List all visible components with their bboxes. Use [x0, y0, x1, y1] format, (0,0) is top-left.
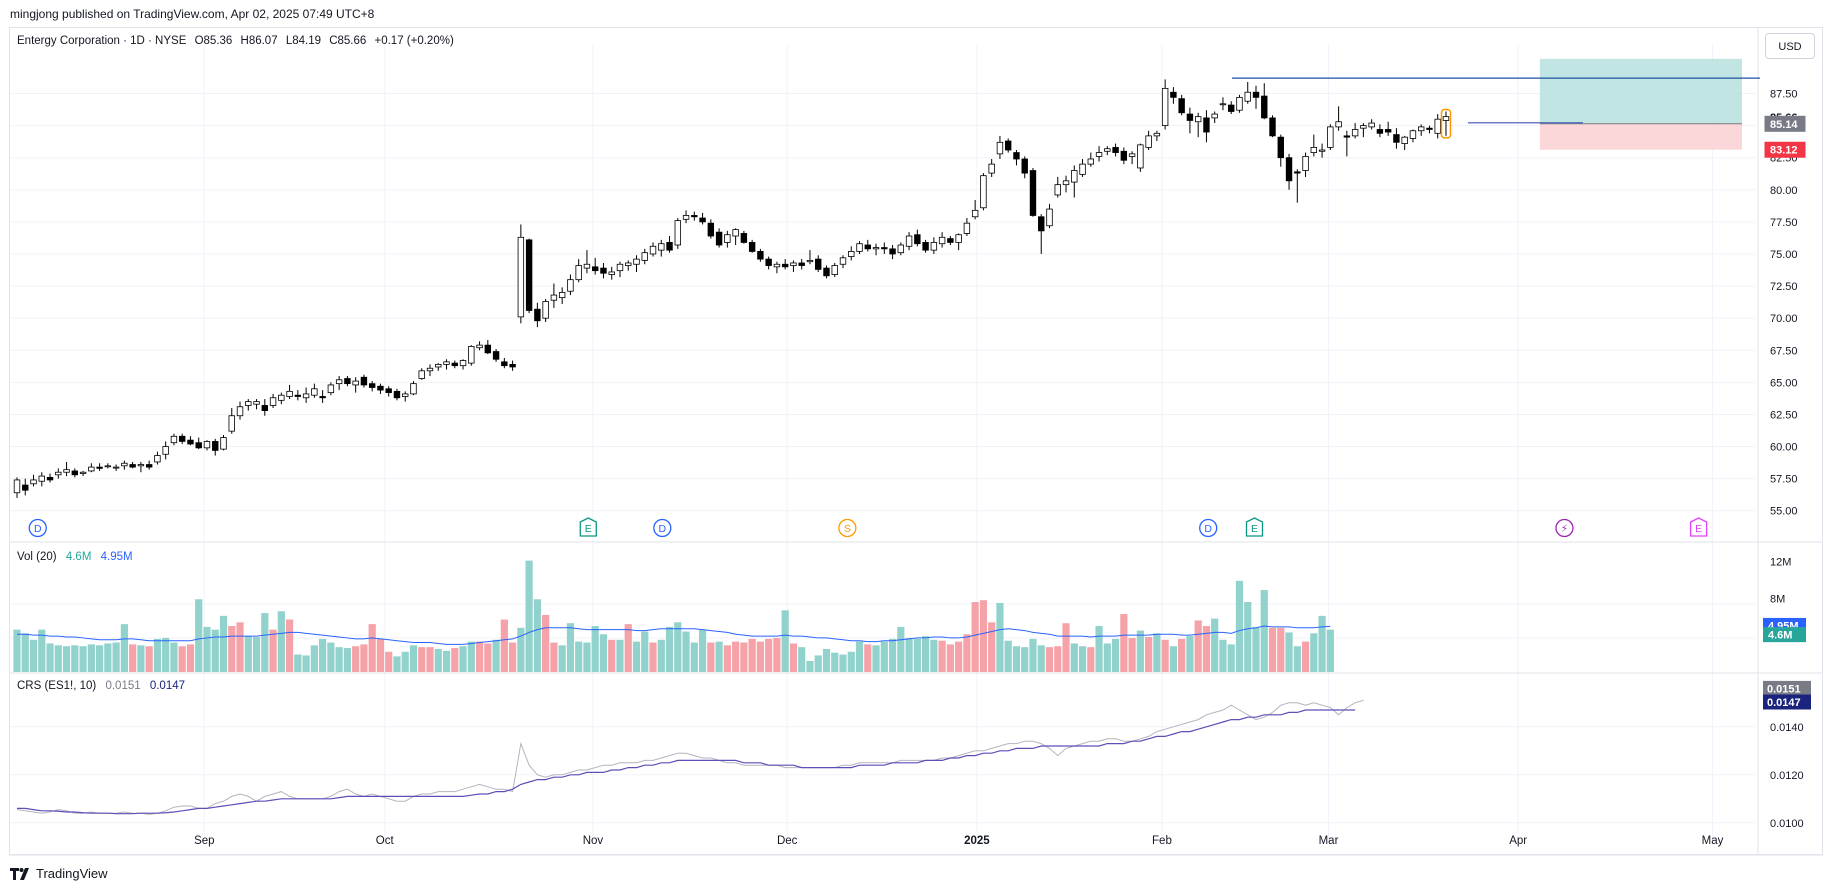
ohlc-close: C85.66: [329, 35, 367, 47]
footer-brand[interactable]: TradingView: [10, 866, 108, 881]
volume-ma-value: 4.95M: [100, 551, 133, 563]
publish-info: mingjong published on TradingView.com, A…: [10, 7, 375, 21]
volume-legend: Vol (20) 4.6M 4.95M: [17, 551, 139, 563]
ohlc-low: L84.19: [285, 35, 321, 47]
chart-frame: [9, 27, 1823, 855]
currency-button[interactable]: USD: [1765, 33, 1815, 59]
price-change: +0.17 (+0.20%): [374, 35, 454, 47]
symbol-title[interactable]: Entergy Corporation · 1D · NYSE: [17, 35, 187, 47]
crs-value: 0.0151: [105, 680, 141, 692]
volume-label[interactable]: Vol (20): [17, 551, 57, 563]
symbol-legend: Entergy Corporation · 1D · NYSE O85.36 H…: [17, 35, 459, 47]
footer-brand-label: TradingView: [36, 866, 108, 881]
crs-label[interactable]: CRS (ES1!, 10): [17, 680, 97, 692]
crs-ma-value: 0.0147: [149, 680, 186, 692]
crs-legend: CRS (ES1!, 10) 0.0151 0.0147: [17, 680, 191, 692]
ohlc-high: H86.07: [240, 35, 278, 47]
volume-value: 4.6M: [65, 551, 92, 563]
ohlc-open: O85.36: [194, 35, 233, 47]
tradingview-logo-icon: [10, 867, 29, 880]
